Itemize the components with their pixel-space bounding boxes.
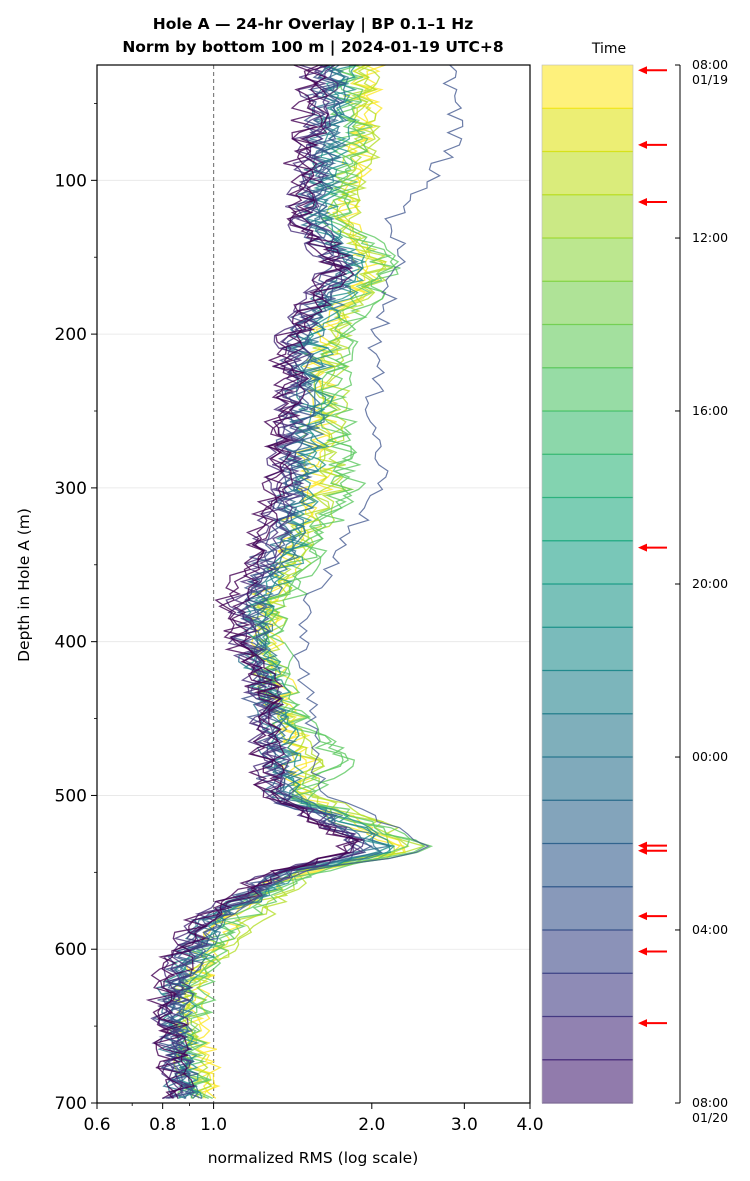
y-tick-label-400: 400 — [55, 633, 87, 653]
colorbar-tick-label-5: 04:00 — [692, 922, 728, 937]
arrow-markers — [638, 66, 667, 1028]
y-tick-label-100: 100 — [55, 171, 87, 191]
colorbar-segment-21 — [542, 973, 633, 1017]
colorbar-segment-5 — [542, 281, 633, 325]
colorbar-tick-sublabel-0: 01/19 — [692, 72, 728, 87]
series-line-0300-2 — [163, 64, 365, 1099]
arrow-head-1 — [638, 140, 647, 149]
series-line-1000-1 — [172, 64, 400, 1099]
colorbar-segment-13 — [542, 627, 633, 671]
arrow-head-0 — [638, 66, 647, 75]
x-tick-label-2.0: 2.0 — [358, 1115, 385, 1135]
colorbar-segment-6 — [542, 324, 633, 369]
colorbar-segment-22 — [542, 1016, 633, 1061]
colorbar-segment-8 — [542, 411, 633, 455]
colorbar-label: Time — [591, 41, 626, 57]
colorbar-tick-label-3: 20:00 — [692, 576, 728, 591]
arrow-head-3 — [638, 543, 647, 552]
y-axis-ticks: 100 200 300 400 500 600 700 — [55, 103, 97, 1114]
x-tick-label-0.8: 0.8 — [149, 1115, 176, 1135]
arrow-head-5 — [638, 846, 647, 855]
colorbar-segment-15 — [542, 713, 633, 758]
arrow-head-4 — [638, 841, 647, 850]
x-tick-label-1.0: 1.0 — [200, 1115, 227, 1135]
x-axis-label: normalized RMS (log scale) — [208, 1149, 419, 1167]
y-tick-label-600: 600 — [55, 940, 87, 960]
series-line-outlier-0 — [164, 64, 464, 1099]
colorbar-segment-12 — [542, 584, 633, 628]
y-axis-label: Depth in Hole A (m) — [15, 508, 33, 662]
series-line-1300-1 — [177, 64, 434, 1100]
y-tick-label-300: 300 — [55, 479, 87, 499]
plot-frame — [96, 64, 531, 1104]
arrow-head-6 — [638, 912, 647, 921]
series-line-0300-0 — [150, 64, 357, 1100]
colorbar-ticks: 08:0001/1912:0016:0020:0000:0004:0008:00… — [675, 57, 728, 1125]
colorbar-tick-sublabel-6: 01/20 — [692, 1110, 728, 1125]
colorbar-segment-2 — [542, 151, 633, 196]
colorbar-segment-14 — [542, 670, 633, 715]
colorbar-segment-7 — [542, 367, 633, 412]
colorbar-segment-17 — [542, 800, 633, 844]
colorbar-tick-label-4: 00:00 — [692, 749, 728, 764]
colorbar-segment-20 — [542, 930, 633, 974]
colorbar-segment-9 — [542, 454, 633, 498]
colorbar-segment-4 — [542, 238, 633, 282]
y-tick-label-500: 500 — [55, 786, 87, 806]
colorbar-segment-11 — [542, 540, 633, 585]
colorbar-segment-16 — [542, 757, 633, 801]
colorbar-segment-18 — [542, 843, 633, 888]
colorbar-segment-10 — [542, 497, 633, 542]
chart-title-line1: Hole A — 24-hr Overlay | BP 0.1–1 Hz — [153, 15, 473, 34]
colorbar-segment-0 — [542, 65, 633, 109]
colorbar-tick-label-6: 08:00 — [692, 1095, 728, 1110]
y-tick-label-200: 200 — [55, 325, 87, 345]
series-group — [145, 64, 464, 1100]
x-tick-label-0.6: 0.6 — [83, 1115, 110, 1135]
colorbar-frame — [541, 64, 634, 1104]
arrow-head-7 — [638, 947, 647, 956]
arrow-head-8 — [638, 1019, 647, 1028]
series-line-1000-2 — [179, 64, 427, 1099]
arrow-head-2 — [638, 198, 647, 207]
x-axis-ticks: 0.6 0.8 1.0 2.0 3.0 4.0 — [83, 1103, 544, 1135]
x-tick-label-4.0: 4.0 — [516, 1115, 543, 1135]
colorbar-tick-label-0: 08:00 — [692, 57, 728, 72]
series-line-0700-1 — [153, 64, 363, 1099]
series-line-0700-2 — [157, 64, 360, 1099]
chart-title-line2: Norm by bottom 100 m | 2024-01-19 UTC+8 — [122, 38, 503, 57]
y-tick-label-700: 700 — [55, 1094, 87, 1114]
colorbar — [541, 64, 634, 1104]
series-line-2000-1 — [161, 64, 383, 1100]
colorbar-segment-3 — [542, 194, 633, 239]
series-line-1600-1 — [169, 64, 396, 1099]
colorbar-tick-label-2: 16:00 — [692, 403, 728, 418]
series-line-1600-2 — [171, 64, 391, 1099]
colorbar-segment-23 — [542, 1059, 633, 1104]
colorbar-segment-19 — [542, 886, 633, 931]
series-line-1300-2 — [183, 64, 426, 1099]
series-line-0700-0 — [145, 64, 360, 1099]
colorbar-segment-1 — [542, 108, 633, 152]
x-tick-label-3.0: 3.0 — [451, 1115, 478, 1135]
colorbar-tick-label-1: 12:00 — [692, 230, 728, 245]
